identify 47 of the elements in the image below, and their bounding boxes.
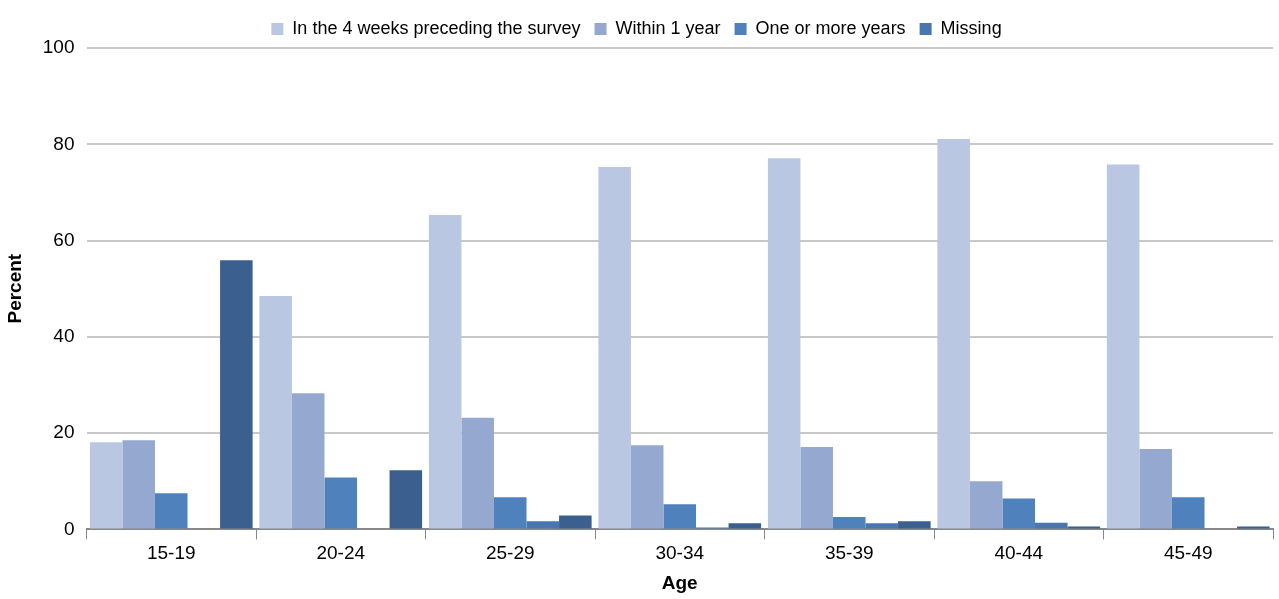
bar bbox=[324, 477, 358, 529]
x-tick-label: 40-44 bbox=[994, 542, 1044, 564]
x-tick-label: 45-49 bbox=[1163, 542, 1213, 564]
bar bbox=[154, 493, 188, 529]
y-tick-label: 80 bbox=[53, 132, 75, 154]
bar bbox=[865, 523, 899, 529]
x-tick-label: 30-34 bbox=[655, 542, 705, 564]
bar bbox=[461, 417, 494, 529]
bar bbox=[630, 445, 664, 529]
x-tick-label: 25-29 bbox=[485, 542, 535, 564]
legend-label: Missing bbox=[940, 17, 1002, 38]
bar bbox=[122, 440, 155, 529]
bar bbox=[1171, 497, 1205, 529]
y-tick-label: 60 bbox=[53, 228, 75, 250]
legend-label: Within 1 year bbox=[615, 17, 721, 38]
bar bbox=[1139, 449, 1172, 529]
legend-label: One or more years bbox=[755, 17, 906, 38]
y-tick-label: 100 bbox=[42, 36, 75, 58]
bar bbox=[259, 295, 292, 529]
x-tick-label: 20-24 bbox=[316, 542, 366, 564]
bar bbox=[389, 470, 423, 529]
bar bbox=[1106, 164, 1140, 529]
bar bbox=[898, 521, 931, 529]
bar bbox=[663, 504, 697, 529]
bar bbox=[428, 215, 462, 529]
bar bbox=[291, 393, 325, 529]
bar bbox=[832, 516, 866, 529]
bar bbox=[493, 497, 527, 529]
y-tick-label: 0 bbox=[63, 517, 75, 539]
bar bbox=[800, 447, 833, 529]
legend-label: In the 4 weeks preceding the survey bbox=[292, 17, 581, 38]
bar bbox=[220, 260, 253, 529]
x-tick-label: 35-39 bbox=[824, 542, 874, 564]
bar bbox=[598, 166, 631, 529]
bar bbox=[937, 138, 970, 529]
x-axis-title: Age bbox=[661, 571, 698, 593]
x-tick-label: 15-19 bbox=[146, 542, 196, 564]
bar bbox=[1002, 498, 1036, 529]
y-axis-title: Percent bbox=[3, 253, 25, 324]
bar bbox=[89, 442, 123, 529]
bar bbox=[526, 521, 560, 529]
y-tick-label: 40 bbox=[53, 325, 75, 347]
bar bbox=[559, 515, 592, 529]
y-tick-label: 20 bbox=[53, 421, 75, 443]
bar bbox=[969, 481, 1003, 529]
bar bbox=[767, 158, 801, 529]
bar bbox=[728, 523, 762, 529]
